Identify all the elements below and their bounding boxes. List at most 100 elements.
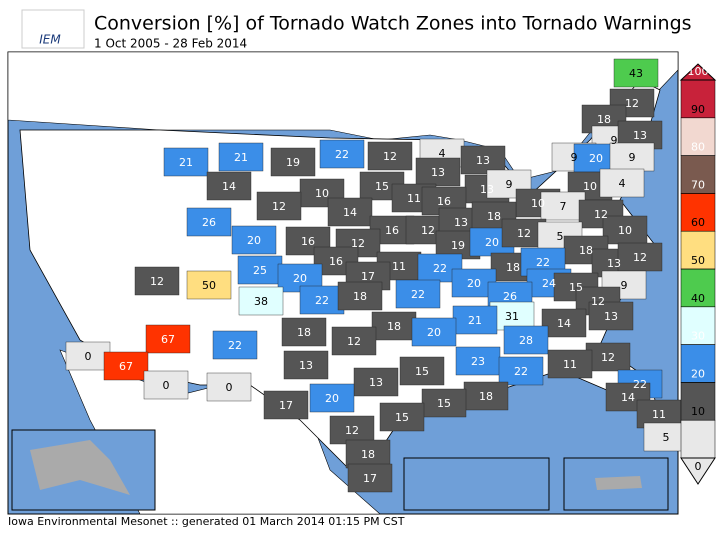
region-label: 11 [392, 260, 406, 273]
region-label: 4 [619, 177, 626, 190]
region-label: 16 [329, 255, 343, 268]
region [256, 191, 302, 221]
region-label: 0 [85, 350, 92, 363]
region-label: 9 [571, 151, 578, 164]
region-label: 10 [618, 224, 632, 237]
region [319, 139, 365, 169]
region-label: 11 [407, 192, 421, 205]
region-label: 21 [468, 314, 482, 327]
region-label: 15 [395, 411, 409, 424]
region-label: 20 [325, 392, 339, 405]
region [613, 58, 659, 88]
region-label: 22 [633, 378, 647, 391]
region [415, 157, 461, 187]
region [231, 225, 277, 255]
region-label: 12 [421, 224, 435, 237]
region [103, 351, 149, 381]
hawaii-inset [403, 457, 550, 511]
region [143, 370, 189, 400]
region-label: 13 [607, 257, 621, 270]
region [585, 342, 631, 372]
region-label: 15 [415, 365, 429, 378]
region-label: 20 [247, 234, 261, 247]
region [270, 147, 316, 177]
alaska [30, 440, 130, 495]
region [602, 215, 648, 245]
title: Conversion [%] of Tornado Watch Zones in… [94, 13, 692, 35]
region-label: 23 [471, 355, 485, 368]
legend-tick-label: 90 [691, 103, 705, 116]
region-label: 26 [202, 216, 216, 229]
region-label: 15 [375, 180, 389, 193]
region [463, 381, 509, 411]
legend-tick-label: 10 [691, 405, 705, 418]
region-label: 17 [361, 270, 375, 283]
region-label: 18 [487, 210, 501, 223]
legend-swatch [680, 155, 716, 194]
logo: IEM [21, 9, 85, 49]
region [327, 197, 373, 227]
region-label: 22 [536, 256, 550, 269]
region [285, 226, 331, 256]
region-label: 22 [411, 288, 425, 301]
region-label: 20 [293, 272, 307, 285]
region [452, 305, 498, 335]
region-label: 9 [611, 134, 618, 147]
region-label: 14 [621, 391, 635, 404]
region-label: 14 [557, 317, 571, 330]
region-label: 10 [315, 187, 329, 200]
region [212, 330, 258, 360]
region [218, 142, 264, 172]
region-label: 12 [594, 208, 608, 221]
region-label: 15 [437, 397, 451, 410]
legend-swatch [680, 79, 716, 119]
region-label: 17 [279, 399, 293, 412]
region [547, 349, 593, 379]
region [329, 415, 375, 445]
region-label: 10 [583, 180, 597, 193]
region [283, 350, 329, 380]
region-label: 0 [226, 381, 233, 394]
region [206, 372, 252, 402]
region-label: 9 [621, 279, 628, 292]
logo-frame [21, 9, 85, 49]
region-label: 10 [531, 197, 545, 210]
region-label: 22 [514, 365, 528, 378]
region-label: 13 [476, 154, 490, 167]
region-label: 11 [563, 358, 577, 371]
region [347, 463, 393, 493]
region [541, 308, 587, 338]
region-label: 12 [625, 97, 639, 110]
region [345, 439, 391, 469]
region-label: 14 [343, 206, 357, 219]
region-label: 12 [351, 237, 365, 250]
region [588, 301, 634, 331]
legend: 0 10 20 30 40 50 60 70 80 90 100 [679, 63, 717, 485]
legend-swatch [680, 419, 716, 459]
legend-tick-label: 50 [691, 254, 705, 267]
legend-tick-label: 80 [691, 141, 705, 154]
region-label: 16 [301, 235, 315, 248]
region [503, 325, 549, 355]
legend-tick-label: 40 [691, 292, 705, 305]
region [163, 147, 209, 177]
region [206, 171, 252, 201]
region-label: 13 [299, 359, 313, 372]
region [379, 402, 425, 432]
region-label: 4 [439, 147, 446, 160]
region-label: 18 [506, 261, 520, 274]
region-label: 18 [387, 320, 401, 333]
region-label: 20 [427, 326, 441, 339]
region-label: 21 [179, 156, 193, 169]
region-label: 15 [569, 281, 583, 294]
region [299, 285, 345, 315]
region-label: 12 [633, 251, 647, 264]
legend-swatch [680, 117, 716, 156]
region-label: 26 [503, 290, 517, 303]
region-label: 18 [479, 390, 493, 403]
region [643, 422, 689, 452]
region [540, 191, 586, 221]
region-label: 9 [629, 151, 636, 164]
region [186, 207, 232, 237]
